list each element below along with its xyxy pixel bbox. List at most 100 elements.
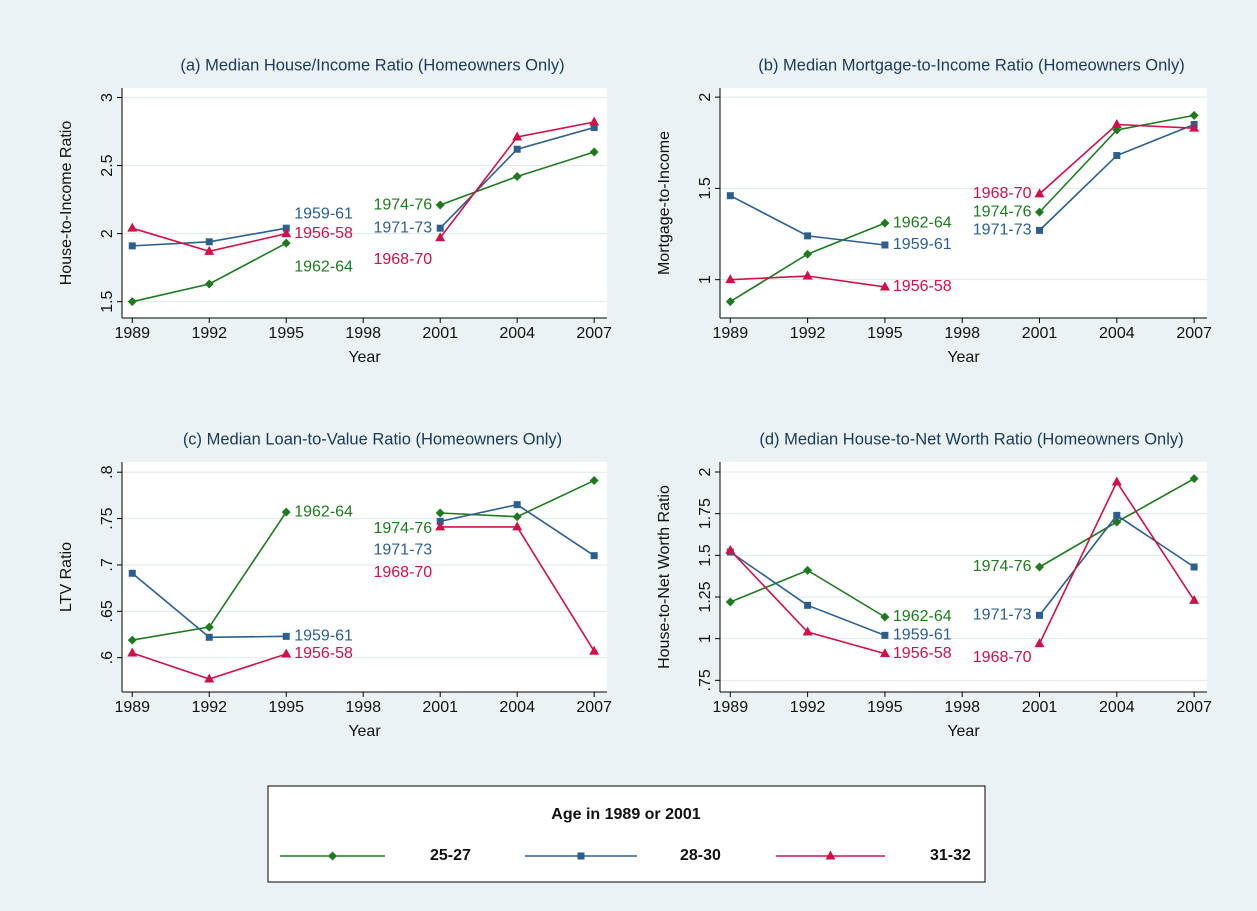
plot-area	[720, 462, 1207, 692]
x-tick-label: 2007	[1176, 325, 1212, 342]
cohort-label: 1968-70	[973, 649, 1032, 666]
x-tick-label: 2001	[422, 325, 458, 342]
marker	[328, 851, 337, 861]
marker	[127, 635, 137, 645]
marker	[589, 116, 600, 126]
plot-area	[720, 88, 1207, 318]
marker	[436, 517, 444, 525]
x-tick-label: 1989	[713, 699, 749, 716]
x-tick-label: 2007	[576, 699, 612, 716]
marker	[879, 281, 890, 291]
cohort-label: 1956-58	[893, 645, 952, 662]
y-tick-label: .7	[99, 558, 116, 571]
x-axis-title: Year	[947, 349, 980, 366]
marker	[803, 565, 813, 575]
panel-title: (c) Median Loan-to-Value Ratio (Homeowne…	[183, 430, 562, 448]
cohort-label: 1962-64	[893, 608, 952, 625]
x-tick-label: 1998	[944, 325, 980, 342]
marker	[1113, 152, 1121, 160]
x-axis-title: Year	[348, 723, 381, 740]
y-tick-label: 1.5	[697, 177, 714, 199]
marker	[1036, 611, 1044, 619]
marker	[577, 852, 585, 860]
marker	[725, 544, 736, 554]
legend-label: 25-27	[430, 847, 471, 864]
x-tick-label: 1998	[345, 699, 381, 716]
cohort-label: 1956-58	[893, 278, 952, 295]
cohort-label: 1974-76	[373, 196, 432, 213]
marker	[725, 274, 736, 284]
legend-label: 31-32	[930, 847, 971, 864]
cohort-label: 1968-70	[373, 564, 432, 581]
cohort-label: 1971-73	[973, 222, 1032, 239]
marker	[281, 228, 292, 238]
cohort-label: 1956-58	[294, 645, 353, 662]
x-tick-label: 2004	[499, 699, 535, 716]
x-tick-label: 1992	[790, 325, 826, 342]
y-tick-label: 3	[99, 93, 116, 102]
marker	[512, 131, 523, 141]
y-tick-label: 1.75	[697, 498, 714, 529]
marker	[512, 521, 523, 531]
marker	[435, 232, 446, 242]
marker	[281, 507, 291, 517]
marker	[1112, 517, 1122, 527]
cohort-label: 1971-73	[373, 542, 432, 559]
marker	[204, 622, 214, 632]
marker	[880, 612, 890, 622]
y-tick-label: 2	[99, 229, 116, 238]
x-tick-label: 1992	[191, 699, 227, 716]
x-tick-label: 1989	[114, 325, 150, 342]
marker	[803, 249, 813, 259]
x-tick-label: 2007	[1176, 699, 1212, 716]
x-tick-label: 1995	[867, 325, 903, 342]
cohort-label: 1968-70	[973, 185, 1032, 202]
cohort-label: 1968-70	[373, 251, 432, 268]
marker	[281, 648, 292, 658]
marker	[804, 601, 812, 609]
marker	[512, 512, 522, 522]
x-axis-title: Year	[348, 349, 381, 366]
legend-label: 28-30	[680, 847, 721, 864]
marker	[1113, 511, 1121, 519]
x-tick-label: 1989	[713, 325, 749, 342]
cohort-label: 1962-64	[294, 503, 353, 520]
x-tick-label: 2004	[499, 325, 535, 342]
marker	[1035, 562, 1045, 572]
marker	[205, 238, 213, 246]
marker	[1034, 638, 1045, 648]
x-tick-label: 1995	[867, 699, 903, 716]
marker	[881, 631, 889, 639]
marker	[1112, 125, 1122, 135]
x-tick-label: 2001	[1022, 699, 1058, 716]
marker	[1189, 594, 1200, 604]
marker	[436, 224, 444, 232]
marker	[205, 633, 213, 641]
y-tick-label: .6	[99, 651, 116, 664]
marker	[802, 270, 813, 280]
x-tick-label: 1992	[790, 699, 826, 716]
marker	[1034, 188, 1045, 198]
legend: Age in 1989 or 2001 25-27 28-30 31-32	[267, 785, 986, 883]
cohort-label: 1971-73	[373, 219, 432, 236]
cohort-label: 1962-64	[294, 258, 353, 275]
marker	[204, 673, 215, 683]
marker	[204, 245, 215, 255]
y-tick-label: 2	[697, 467, 714, 476]
marker	[880, 218, 890, 228]
panel: (c) Median Loan-to-Value Ratio (Homeowne…	[58, 430, 612, 740]
x-tick-label: 1995	[268, 699, 304, 716]
marker	[590, 123, 598, 131]
marker	[590, 552, 598, 560]
marker	[128, 569, 136, 577]
panel: (b) Median Mortgage-to-Income Ratio (Hom…	[656, 56, 1212, 366]
marker	[127, 297, 137, 307]
y-axis-title: Mortgage-to-Income	[656, 131, 673, 275]
panel-title: (b) Median Mortgage-to-Income Ratio (Hom…	[758, 56, 1184, 74]
y-tick-label: 1.5	[99, 290, 116, 312]
marker	[725, 597, 735, 607]
x-tick-label: 1992	[191, 325, 227, 342]
cohort-label: 1971-73	[973, 607, 1032, 624]
marker	[435, 521, 446, 531]
